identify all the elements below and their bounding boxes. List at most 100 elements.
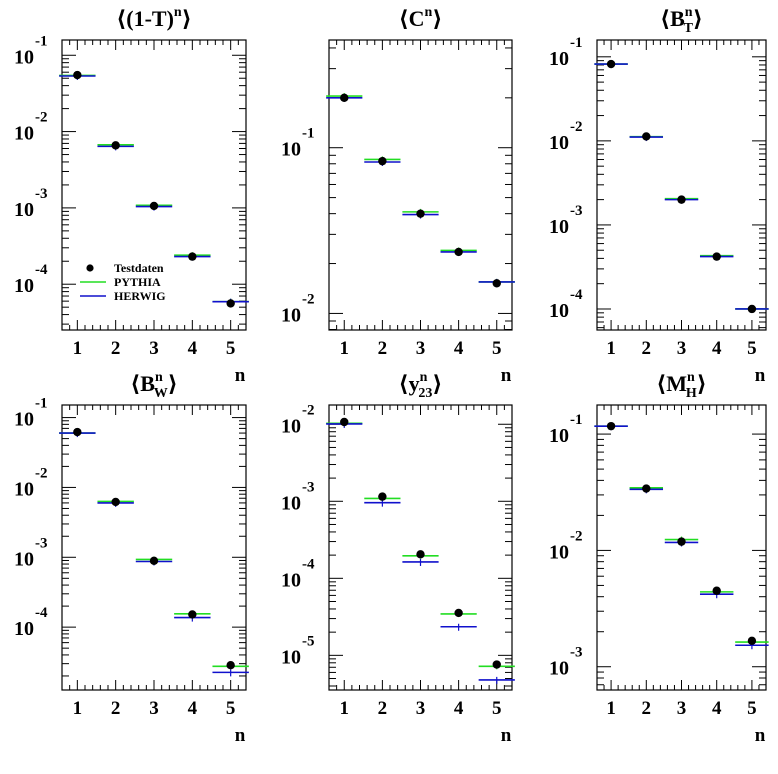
x-tick-label: 2 (642, 338, 652, 359)
y-tick-label: 10 (549, 658, 569, 680)
y-tick-exponent: -3 (35, 535, 48, 551)
data-point (340, 417, 349, 427)
panel-title: ⟨Mn H⟩ (656, 370, 707, 401)
y-tick-exponent: -2 (302, 291, 315, 307)
data-point (492, 279, 501, 288)
y-tick-label: 10 (14, 478, 34, 500)
plot-frame (328, 404, 513, 691)
y-tick-exponent: -2 (570, 119, 583, 135)
y-tick-exponent: -1 (35, 396, 48, 412)
panel-title: ⟨yn 23⟩ (399, 370, 443, 401)
data-point (149, 201, 159, 211)
y-tick-label: 10 (281, 569, 301, 591)
x-tick-label: 5 (226, 698, 236, 719)
y-tick-label: 10 (14, 548, 34, 570)
x-axis-label: n (755, 365, 766, 386)
data-point (492, 660, 501, 669)
y-tick-label: 10 (549, 132, 569, 154)
x-tick-label: 5 (492, 698, 502, 719)
y-tick-exponent: -4 (570, 287, 583, 303)
x-tick-label: 2 (642, 698, 652, 719)
x-tick-label: 5 (492, 338, 502, 359)
data-point (454, 247, 463, 257)
x-tick-label: 3 (677, 338, 687, 359)
y-tick-label: 10 (14, 46, 34, 68)
data-point (378, 492, 387, 501)
panel-title: ⟨Bn T⟩ (660, 5, 703, 36)
y-tick-exponent: -3 (570, 645, 583, 661)
data-point (226, 299, 235, 308)
x-tick-label: 4 (188, 698, 198, 719)
x-tick-label: 5 (226, 338, 236, 359)
y-tick-exponent: -1 (570, 35, 583, 51)
x-tick-label: 5 (747, 698, 757, 719)
y-tick-exponent: -4 (302, 556, 315, 572)
x-tick-label: 4 (454, 338, 464, 359)
data-point (677, 195, 686, 204)
y-tick-exponent: -1 (35, 33, 48, 49)
y-tick-label: 10 (549, 48, 569, 70)
x-tick-label: 2 (378, 698, 388, 719)
x-tick-label: 3 (149, 698, 159, 719)
panel-title: ⟨Cn⟩ (399, 5, 443, 31)
y-tick-label: 10 (14, 275, 34, 297)
x-tick-label: 3 (677, 698, 687, 719)
plot-frame (596, 404, 767, 691)
y-tick-exponent: -5 (302, 633, 315, 649)
x-tick-label: 2 (111, 698, 121, 719)
y-tick-exponent: -1 (302, 126, 315, 142)
x-axis-label: n (755, 725, 766, 746)
x-tick-label: 1 (606, 338, 616, 359)
x-tick-label: 1 (73, 698, 83, 719)
x-tick-label: 4 (454, 698, 464, 719)
x-axis-label: n (235, 365, 246, 386)
data-point (226, 661, 235, 670)
data-point (188, 252, 197, 261)
x-tick-label: 1 (73, 338, 83, 359)
y-tick-label: 10 (281, 304, 301, 326)
data-point (111, 141, 120, 150)
data-point (642, 484, 651, 493)
x-axis-label: n (501, 365, 512, 386)
x-tick-label: 3 (416, 338, 426, 359)
x-tick-label: 3 (149, 338, 159, 359)
y-tick-label: 10 (281, 415, 301, 437)
y-tick-exponent: -4 (35, 605, 48, 621)
legend-marker-dot (86, 264, 94, 272)
y-tick-label: 10 (549, 300, 569, 322)
data-point (712, 586, 721, 595)
x-tick-label: 4 (712, 338, 722, 359)
data-point (642, 132, 651, 141)
legend-label: HERWIG (114, 289, 166, 303)
y-tick-exponent: -3 (35, 186, 48, 202)
y-tick-exponent: -3 (570, 203, 583, 219)
legend-label: Testdaten (114, 261, 164, 275)
x-tick-label: 3 (416, 698, 426, 719)
x-tick-label: 1 (340, 338, 350, 359)
y-tick-exponent: -2 (302, 402, 315, 418)
plot-frame (61, 404, 247, 691)
data-point (712, 252, 721, 261)
x-tick-label: 4 (712, 698, 722, 719)
data-point (747, 304, 757, 314)
x-axis-label: n (501, 725, 512, 746)
y-tick-label: 10 (14, 123, 34, 145)
y-tick-label: 10 (281, 492, 301, 514)
data-point (188, 610, 197, 619)
legend-label: PYTHIA (114, 275, 161, 289)
y-tick-label: 10 (549, 541, 569, 563)
y-tick-exponent: -3 (302, 479, 315, 495)
x-tick-label: 4 (188, 338, 198, 359)
plot-frame (328, 39, 513, 331)
y-tick-label: 10 (549, 216, 569, 238)
y-tick-label: 10 (14, 618, 34, 640)
plot-frame (596, 39, 767, 331)
x-tick-label: 1 (606, 698, 616, 719)
data-point (747, 636, 757, 646)
x-tick-label: 1 (340, 698, 350, 719)
chart-panel-1: 1 2 3 4 5n10-110-210-310-4⟨(1-T)n⟩TestdatenP… (14, 5, 249, 386)
data-point (606, 421, 616, 431)
